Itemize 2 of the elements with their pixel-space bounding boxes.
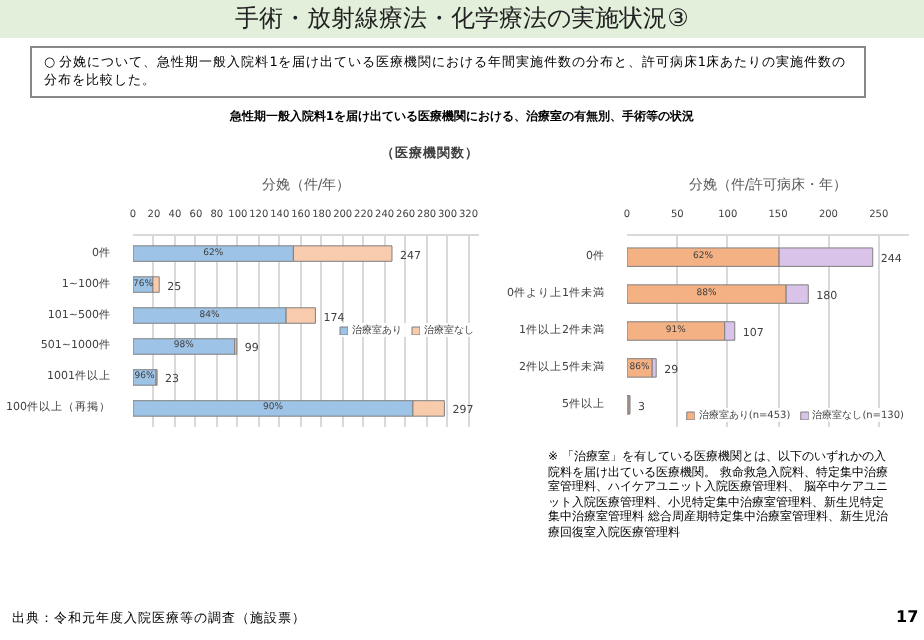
text: 17 <box>896 606 919 629</box>
chart-title: 手術・放射線療法・化学療法の実施状況③ <box>235 2 689 36</box>
